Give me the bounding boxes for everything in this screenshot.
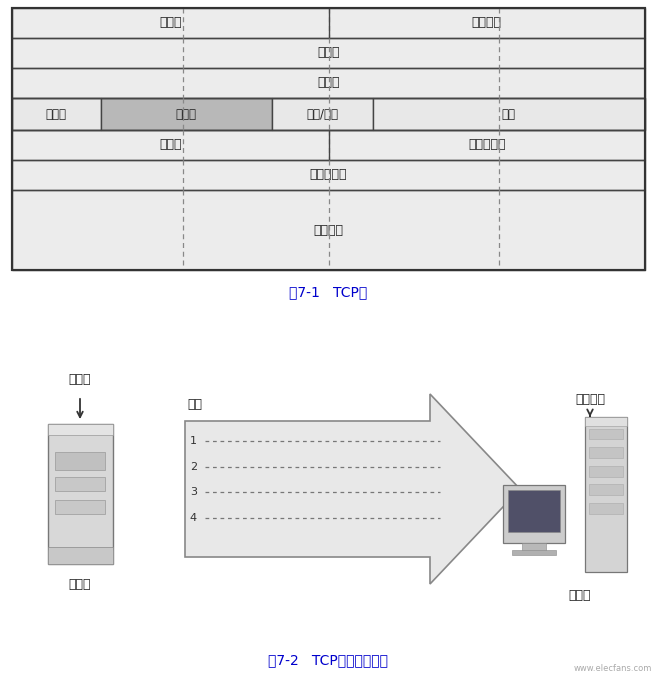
Bar: [47, 424, 112, 435]
Text: 目标端口: 目标端口: [472, 16, 502, 30]
Text: 服务器: 服务器: [69, 578, 91, 591]
Bar: [585, 416, 627, 572]
Text: 4: 4: [190, 513, 197, 523]
Text: 数据负载: 数据负载: [313, 224, 344, 237]
Bar: [47, 424, 112, 564]
Bar: [522, 543, 547, 551]
Polygon shape: [185, 394, 520, 584]
Text: 图7-2   TCP源和目的端口: 图7-2 TCP源和目的端口: [269, 653, 388, 667]
Bar: [589, 484, 623, 495]
Bar: [589, 503, 623, 514]
Text: 确认号: 确认号: [317, 77, 340, 89]
Text: 目的结点: 目的结点: [575, 393, 605, 406]
Text: 紧急指示符: 紧急指示符: [468, 138, 505, 151]
Text: 端口: 端口: [187, 398, 202, 411]
Text: 2: 2: [190, 462, 197, 471]
Bar: [12, 8, 645, 38]
Text: 选项和填充: 选项和填充: [309, 169, 348, 182]
Bar: [585, 416, 627, 426]
Bar: [12, 38, 645, 68]
Bar: [47, 547, 112, 564]
Bar: [12, 8, 645, 270]
Text: 工作站: 工作站: [569, 589, 591, 602]
Bar: [12, 98, 645, 130]
Text: 偏移量: 偏移量: [46, 108, 67, 121]
Bar: [589, 466, 623, 477]
Bar: [55, 452, 104, 471]
Text: 未使用: 未使用: [175, 108, 196, 121]
Bar: [589, 428, 623, 439]
Bar: [55, 477, 104, 491]
Bar: [12, 130, 645, 160]
Text: 图7-1   TCP帧: 图7-1 TCP帧: [289, 285, 368, 299]
Text: 窗口: 窗口: [502, 108, 516, 121]
Bar: [508, 490, 560, 532]
Bar: [12, 160, 645, 190]
Bar: [271, 98, 373, 130]
Bar: [55, 500, 104, 514]
Text: www.elecfans.com: www.elecfans.com: [574, 664, 652, 673]
Text: 校验和: 校验和: [159, 138, 181, 151]
Text: 1: 1: [190, 436, 197, 445]
Bar: [589, 447, 623, 458]
Text: 源端口: 源端口: [159, 16, 181, 30]
Bar: [47, 550, 112, 564]
Text: 3: 3: [190, 487, 197, 497]
Text: 源结点: 源结点: [69, 373, 91, 386]
Bar: [12, 190, 645, 270]
Bar: [503, 485, 565, 543]
Bar: [12, 98, 101, 130]
Text: 序列号: 序列号: [317, 47, 340, 60]
Text: 标志/控制: 标志/控制: [306, 108, 338, 121]
Bar: [101, 98, 271, 130]
Bar: [373, 98, 645, 130]
Bar: [12, 8, 645, 270]
Bar: [12, 68, 645, 98]
Bar: [512, 550, 556, 555]
